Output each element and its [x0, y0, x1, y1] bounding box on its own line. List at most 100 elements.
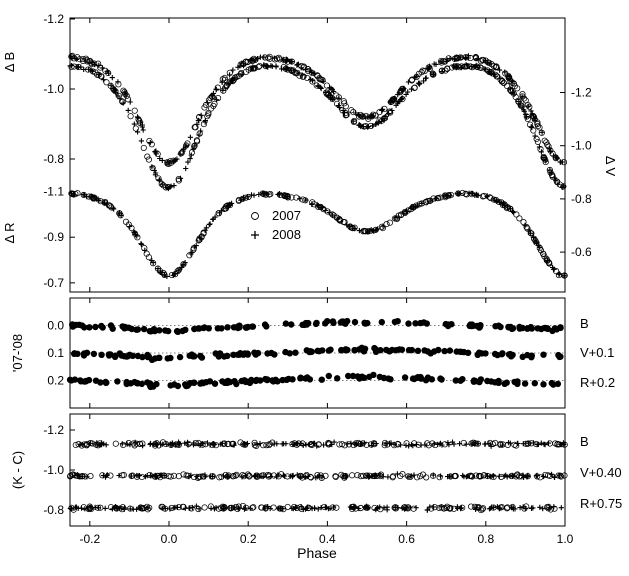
comp-point-2-2007	[137, 504, 144, 511]
lc-point-R-2008	[322, 208, 328, 214]
lc-point-R-2008	[275, 191, 281, 197]
comp-point-1-2008	[460, 472, 466, 479]
lc-point-R-2007	[468, 191, 475, 198]
lc-point-V-2008	[279, 66, 285, 72]
diff-point-1	[90, 350, 98, 358]
comp-point-0-2008	[373, 440, 379, 447]
x-tick-label-1: 0.0	[161, 532, 178, 546]
comp-point-2-2008	[213, 505, 219, 511]
diff-point-1	[519, 353, 526, 361]
lc-point-B-2007	[164, 159, 171, 166]
y-r-tick-label-0: -1.1	[43, 185, 64, 199]
diff-point-2	[401, 374, 409, 381]
comp-point-1-2007	[451, 473, 458, 480]
lc-point-V-2007	[350, 118, 358, 126]
lc-point-V-2007	[387, 109, 394, 116]
comp-point-0-2008	[352, 441, 358, 447]
comp-point-0-2008	[148, 440, 154, 447]
comp-point-0-2007	[131, 442, 138, 449]
lc-point-V-2008	[269, 63, 275, 69]
lc-point-V-2007	[222, 84, 229, 91]
middle-series-label-r: R+0.2	[580, 375, 615, 390]
lc-point-V-2008	[108, 82, 114, 88]
lc-point-B-2007	[123, 92, 130, 99]
lc-point-R-2007	[546, 259, 553, 267]
diff-point-2	[297, 375, 304, 382]
lc-point-B-2007	[178, 150, 185, 157]
comp-point-0-2008	[96, 442, 102, 448]
lc-point-B-2008	[528, 108, 534, 114]
diff-point-2	[153, 380, 160, 388]
comp-point-2-2007	[284, 503, 291, 511]
diff-point-2	[424, 374, 432, 381]
lc-point-V-2007	[527, 121, 534, 128]
lc-point-R-2007	[486, 194, 493, 201]
comp-point-1-2008	[484, 473, 491, 479]
comp-point-1-2007	[371, 472, 378, 480]
lc-point-R-2007	[513, 211, 520, 218]
comp-point-0-2007	[381, 439, 389, 447]
lc-point-R-2008	[526, 227, 532, 233]
lc-point-R-2007	[462, 190, 469, 197]
legend-marker-2007	[251, 212, 259, 220]
lc-point-B-2008	[209, 92, 215, 98]
lc-point-V-2007	[103, 79, 110, 86]
lc-point-R-2007	[72, 190, 79, 198]
diff-point-2	[531, 380, 538, 387]
lc-point-V-2008	[555, 181, 561, 187]
comp-point-2-2008	[102, 505, 108, 511]
comp-point-2-2008	[496, 506, 502, 512]
lc-point-B-2008	[204, 100, 210, 106]
diff-point-1	[98, 351, 105, 358]
lc-point-V-2007	[291, 68, 298, 75]
diff-point-1	[303, 347, 310, 354]
diff-point-0	[179, 327, 186, 335]
y-v-tick-label-0: -1.2	[571, 85, 592, 99]
diff-point-0	[140, 325, 148, 333]
diff-point-1	[156, 354, 163, 361]
diff-point-2	[77, 377, 84, 384]
comp-point-1-2007	[423, 474, 430, 481]
diff-point-2	[345, 372, 352, 380]
lc-point-V-2007	[542, 156, 549, 163]
y-v-tick-label-2: -0.8	[571, 192, 592, 206]
diff-point-2	[318, 376, 325, 383]
lc-point-V-2008	[369, 123, 376, 129]
lc-point-B-2007	[473, 55, 480, 62]
comp-point-1-2007	[476, 473, 483, 480]
lc-point-V-2008	[521, 108, 527, 114]
comp-point-2-2007	[162, 505, 169, 512]
bottom-series-label-v: V+0.40	[580, 465, 622, 480]
diff-point-0	[301, 321, 308, 329]
lc-point-V-2008	[375, 120, 381, 126]
y-axis-label-delta-b: Δ B	[2, 52, 17, 72]
lc-point-V-2007	[119, 98, 126, 105]
diff-point-0	[322, 320, 329, 327]
x-tick-label-2: 0.2	[240, 532, 257, 546]
lc-point-V-2008	[439, 68, 445, 75]
lc-point-V-2008	[538, 149, 544, 155]
lc-point-V-2008	[523, 111, 529, 117]
comp-point-1-2008	[316, 472, 322, 478]
lc-point-R-2007	[145, 254, 152, 261]
bottom-series-label-b: B	[580, 434, 589, 449]
comp-point-1-2008	[464, 473, 470, 479]
lc-point-V-2008	[89, 68, 95, 74]
lc-point-B-2007	[397, 87, 404, 94]
diff-point-2	[167, 382, 174, 389]
comp-point-2-2008	[528, 505, 535, 511]
lc-point-R-2008	[533, 239, 540, 245]
comp-point-0-2007	[394, 440, 401, 448]
diff-point-1	[499, 350, 506, 357]
lc-point-R-2008	[80, 192, 86, 198]
diff-point-2	[554, 380, 562, 388]
lc-point-V-2007	[508, 87, 515, 94]
lc-point-V-2007	[140, 144, 147, 151]
comp-point-0-2008	[244, 440, 250, 447]
comp-point-1-2007	[165, 473, 172, 480]
comp-point-0-2008	[515, 440, 521, 446]
lc-point-R-2007	[448, 191, 455, 199]
lc-point-V-2008	[167, 184, 173, 190]
lc-point-R-2007	[445, 192, 452, 199]
lc-point-V-2007	[458, 63, 465, 70]
